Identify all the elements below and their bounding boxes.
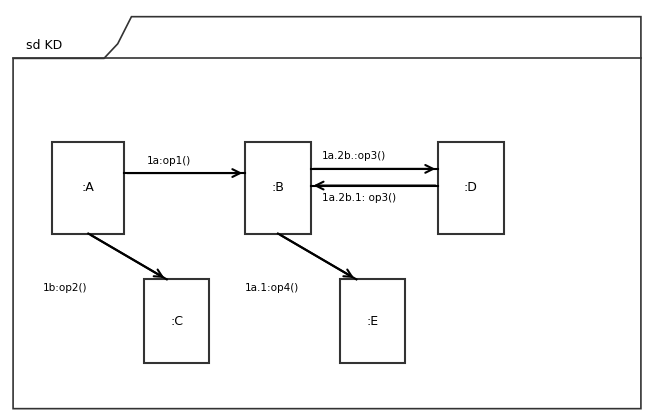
Bar xyxy=(52,142,124,234)
Bar xyxy=(438,142,504,234)
Text: :C: :C xyxy=(170,314,183,328)
Text: 1b:op2(): 1b:op2() xyxy=(43,283,87,293)
Text: :D: :D xyxy=(464,181,478,194)
Bar xyxy=(340,279,405,363)
Text: 1a:op1(): 1a:op1() xyxy=(147,156,192,166)
Text: :A: :A xyxy=(82,181,95,194)
Text: :E: :E xyxy=(367,314,379,328)
Text: :B: :B xyxy=(271,181,284,194)
Text: 1a.2b.:op3(): 1a.2b.:op3() xyxy=(322,151,386,161)
Text: sd KD: sd KD xyxy=(26,39,62,53)
Text: 1a.1:op4(): 1a.1:op4() xyxy=(245,283,300,293)
Bar xyxy=(144,279,209,363)
Text: 1a.2b.1: op3(): 1a.2b.1: op3() xyxy=(322,193,396,203)
Bar xyxy=(245,142,311,234)
